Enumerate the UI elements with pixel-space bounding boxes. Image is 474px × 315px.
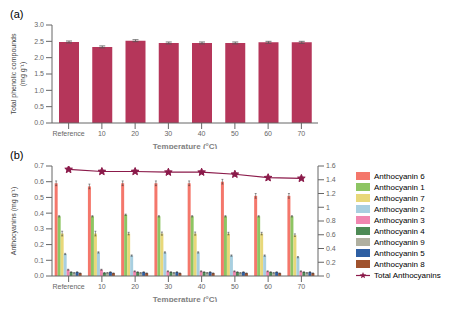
svg-text:3.0: 3.0 (34, 21, 44, 28)
svg-text:1.5: 1.5 (34, 70, 44, 77)
svg-text:Total phenolic compounds(mg g⁻: Total phenolic compounds(mg g⁻¹) (10, 33, 27, 114)
svg-text:10: 10 (98, 283, 106, 290)
svg-text:0.1: 0.1 (34, 257, 44, 264)
html-text:(b): (b) (10, 149, 24, 161)
svg-text:70: 70 (297, 283, 305, 290)
svg-text:30: 30 (164, 283, 172, 290)
svg-text:10: 10 (98, 130, 106, 137)
svg-text:Reference: Reference (52, 283, 84, 290)
svg-text:0.4: 0.4 (326, 245, 336, 252)
svg-text:2.0: 2.0 (34, 54, 44, 61)
svg-text:0.5: 0.5 (34, 194, 44, 201)
html-text:Anthocyanin 8: Anthocyanin 8 (374, 259, 425, 269)
svg-text:0.6: 0.6 (326, 231, 336, 238)
html-text:Anthocyanin 6: Anthocyanin 6 (374, 171, 425, 181)
svg-text:0.3: 0.3 (34, 225, 44, 232)
html-text:Anthocyanin 7: Anthocyanin 7 (374, 193, 425, 203)
svg-text:50: 50 (231, 130, 239, 137)
html-text:Anthocyanin 4: Anthocyanin 4 (374, 226, 425, 236)
html-text:Anthocyanin 1: Anthocyanin 1 (374, 182, 425, 192)
svg-text:0: 0 (326, 272, 330, 279)
svg-text:30: 30 (164, 130, 172, 137)
html-text:Anthocyanin 5: Anthocyanin 5 (374, 248, 425, 258)
svg-text:Temperature (°C): Temperature (°C) (153, 142, 218, 149)
svg-text:40: 40 (198, 283, 206, 290)
html-text:Anthocyanin 3: Anthocyanin 3 (374, 215, 425, 225)
svg-text:Temperature (°C): Temperature (°C) (153, 295, 218, 302)
svg-text:60: 60 (264, 283, 272, 290)
svg-text:60: 60 (264, 130, 272, 137)
svg-text:2.5: 2.5 (34, 38, 44, 45)
svg-text:0.2: 0.2 (34, 241, 44, 248)
svg-text:1.2: 1.2 (326, 190, 336, 197)
svg-text:40: 40 (198, 130, 206, 137)
svg-text:0.0: 0.0 (34, 119, 44, 126)
svg-text:Reference: Reference (52, 130, 84, 137)
svg-text:0.8: 0.8 (326, 217, 336, 224)
svg-text:0.4: 0.4 (34, 210, 44, 217)
svg-text:1.6: 1.6 (326, 162, 336, 169)
svg-text:0.2: 0.2 (326, 259, 336, 266)
svg-text:1.0: 1.0 (34, 87, 44, 94)
svg-text:0.0: 0.0 (34, 272, 44, 279)
svg-text:20: 20 (131, 283, 139, 290)
svg-text:20: 20 (131, 130, 139, 137)
svg-text:Anthocyanins (mg g⁻¹): Anthocyanins (mg g⁻¹) (10, 187, 18, 256)
svg-text:50: 50 (231, 283, 239, 290)
svg-text:70: 70 (297, 130, 305, 137)
svg-text:0.6: 0.6 (34, 178, 44, 185)
html-text:Anthocyanin 9: Anthocyanin 9 (374, 237, 425, 247)
svg-text:1.4: 1.4 (326, 176, 336, 183)
svg-text:0.7: 0.7 (34, 162, 44, 169)
html-text:(a): (a) (10, 8, 24, 20)
svg-text:1: 1 (326, 204, 330, 211)
html-text:Anthocyanin 2: Anthocyanin 2 (374, 204, 425, 214)
html-text:Total Anthocyanins: Total Anthocyanins (374, 270, 441, 280)
svg-text:0.5: 0.5 (34, 103, 44, 110)
